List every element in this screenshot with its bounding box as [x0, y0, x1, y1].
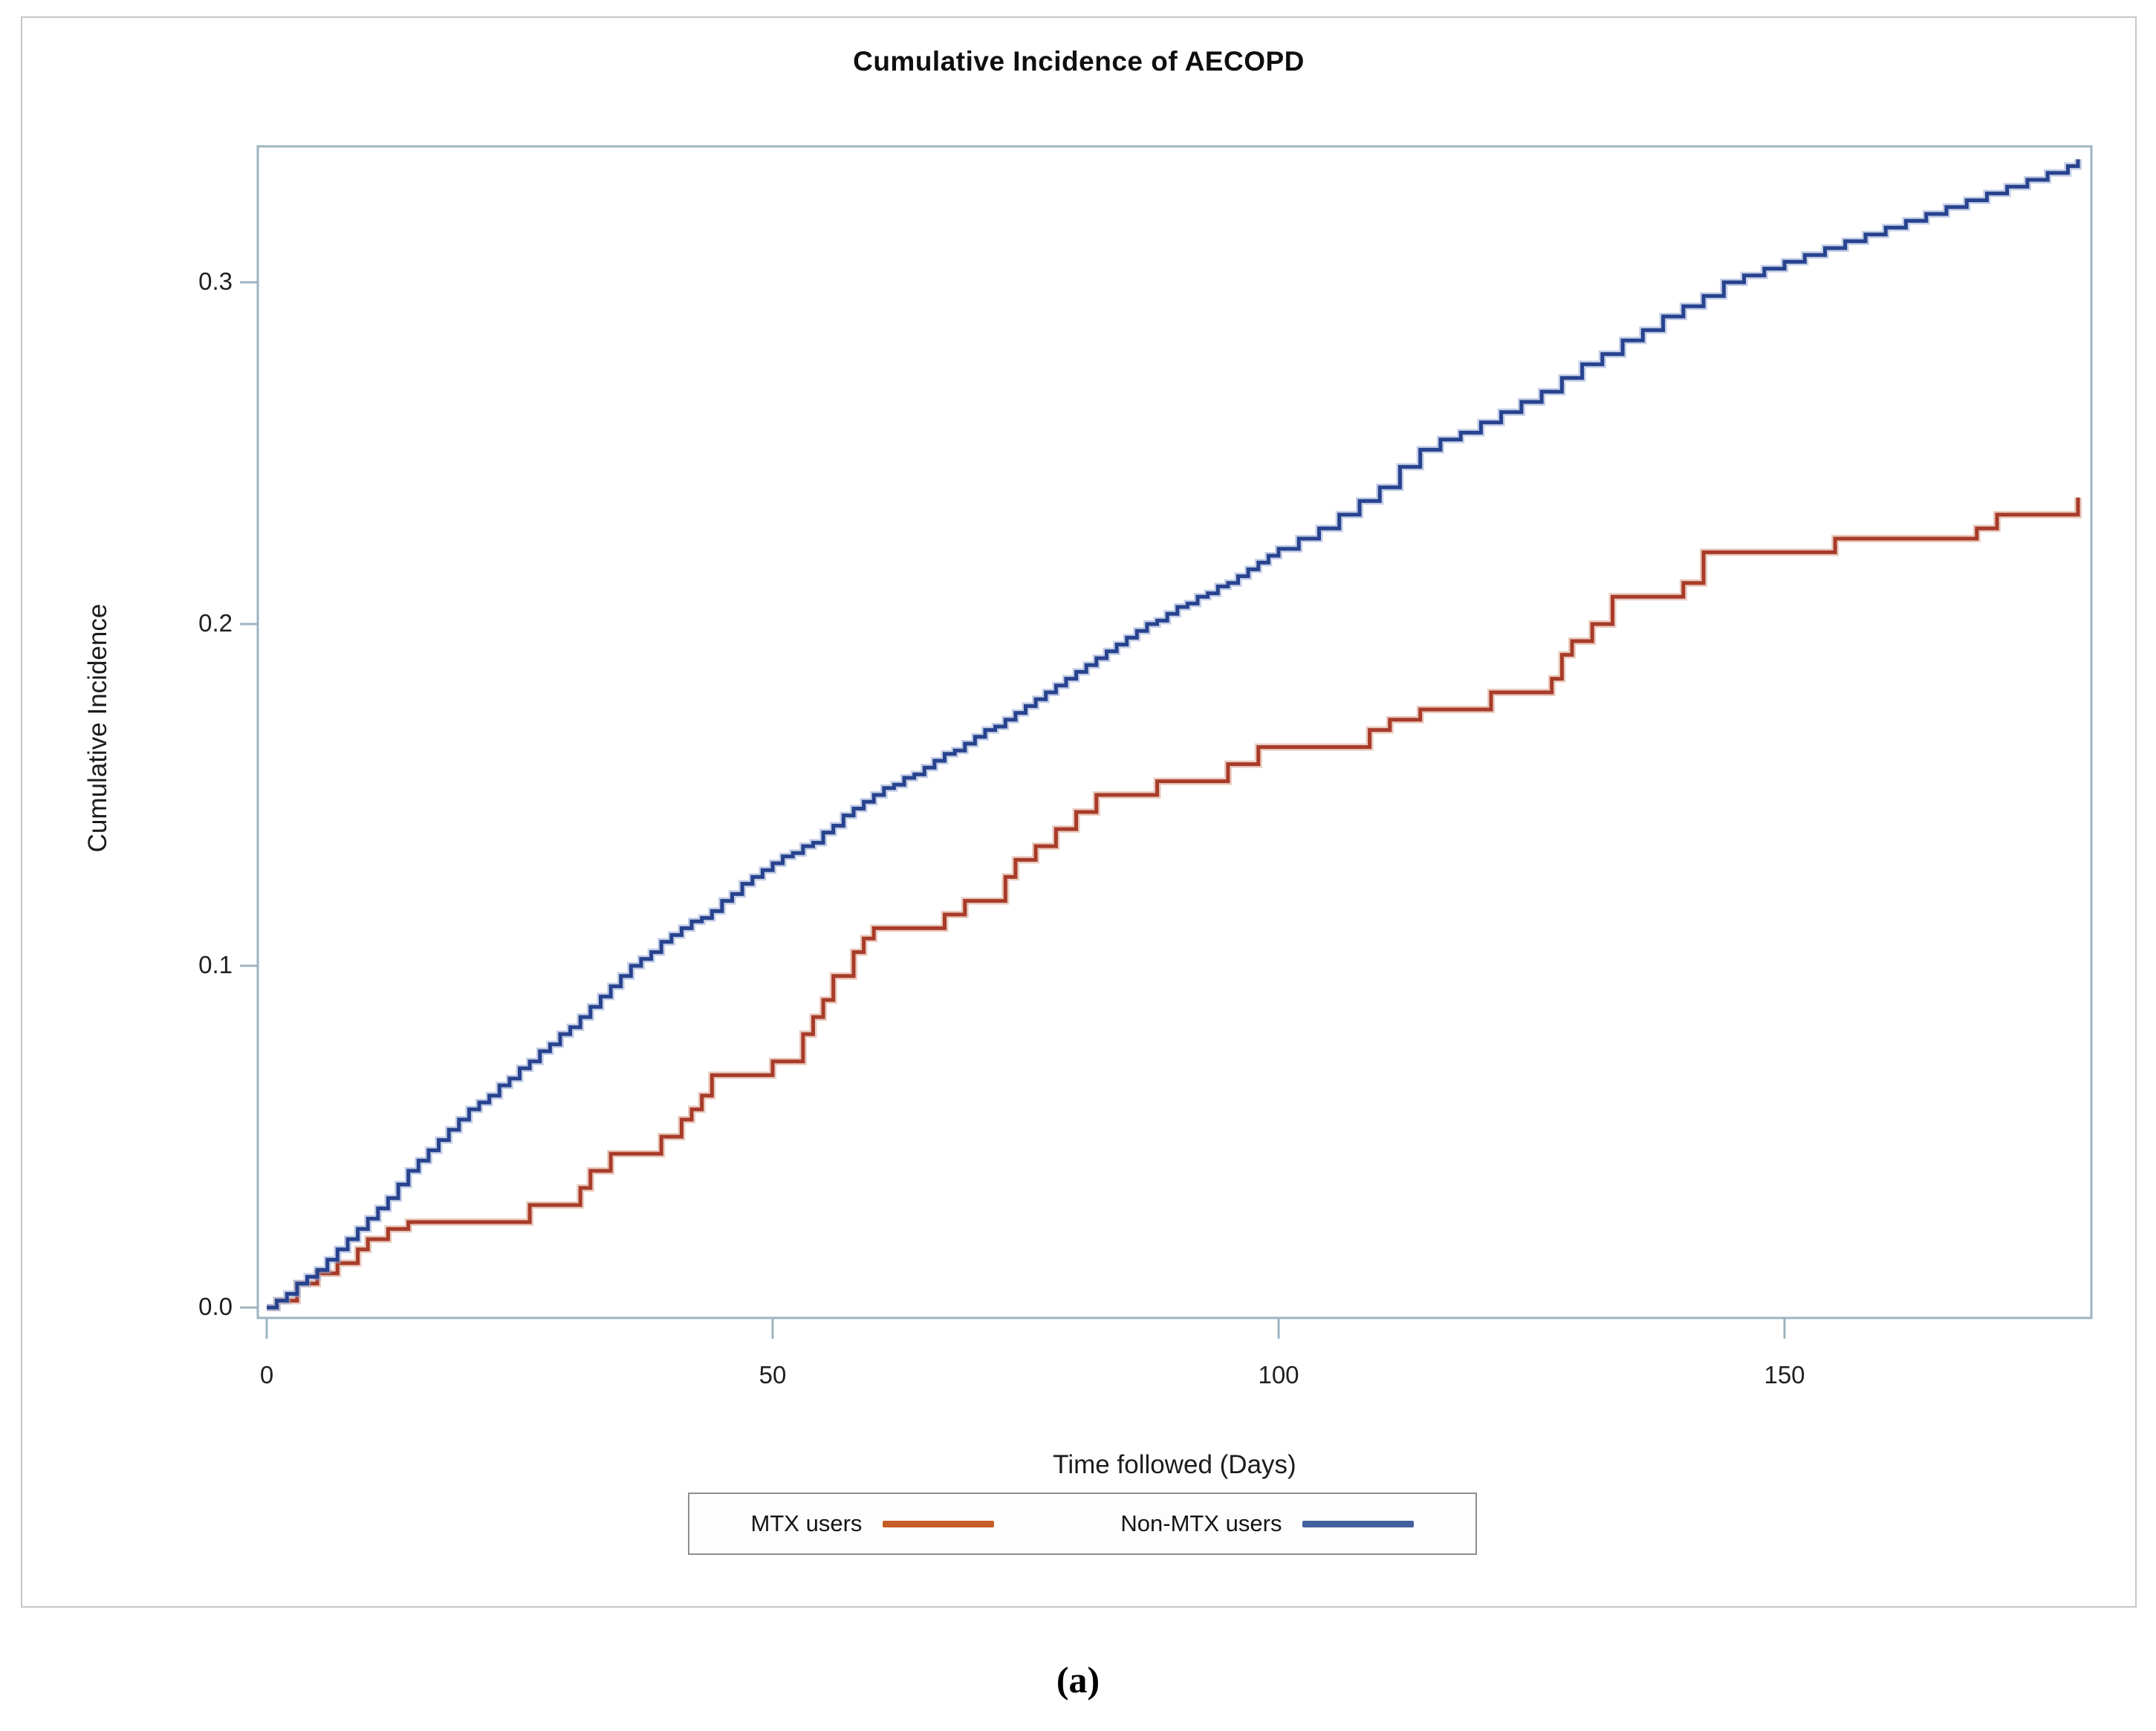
legend-label-mtx-users: MTX users	[750, 1510, 863, 1536]
legend-item-mtx-users: MTX users	[751, 1510, 995, 1537]
mtx-users-curve	[267, 497, 2080, 1310]
plot-area: 0.0 0.1 0.2 0.3 0 50 100 150	[22, 18, 2135, 1606]
axis-ticks	[240, 281, 1786, 1339]
figure-panel: Cumulative Incidence of AECOPD 0.0 0.1 0.2…	[21, 16, 2137, 1608]
y-tick-label: 0.3	[198, 267, 233, 295]
chart-title: Cumulative Incidence of AECOPD	[853, 46, 1305, 77]
x-tick-label: 0	[259, 1361, 274, 1389]
curves	[267, 159, 2082, 1311]
x-tick-label: 50	[759, 1361, 787, 1389]
plot-frame-rect	[256, 145, 2093, 1319]
y-tick-label: 0.0	[198, 1293, 233, 1320]
legend-label-non-mtx-users: Non-MTX users	[1120, 1510, 1282, 1536]
legend-swatch-mtx-users	[883, 1520, 995, 1527]
x-axis-label: Time followed (Days)	[1053, 1450, 1296, 1479]
y-tick-label: 0.2	[198, 609, 233, 637]
x-tick-label: 150	[1764, 1361, 1805, 1389]
y-axis-label: Cumulative Incidence	[83, 603, 112, 853]
cumulative-incidence-plot	[240, 145, 2093, 1339]
plot-frame	[256, 145, 2093, 1319]
x-tick-label: 100	[1258, 1361, 1299, 1389]
legend-swatch-non-mtx-users	[1302, 1520, 1415, 1527]
legend-item-non-mtx-users: Non-MTX users	[1120, 1510, 1415, 1537]
non-mtx-users-curve	[267, 159, 2080, 1310]
y-tick-label: 0.1	[198, 951, 233, 978]
non-mtx-users-curve-halo	[267, 159, 2082, 1311]
mtx-users-curve-halo	[267, 497, 2082, 1311]
legend: MTX users Non-MTX users	[688, 1493, 1477, 1555]
figure-caption: (a)	[1056, 1659, 1100, 1701]
